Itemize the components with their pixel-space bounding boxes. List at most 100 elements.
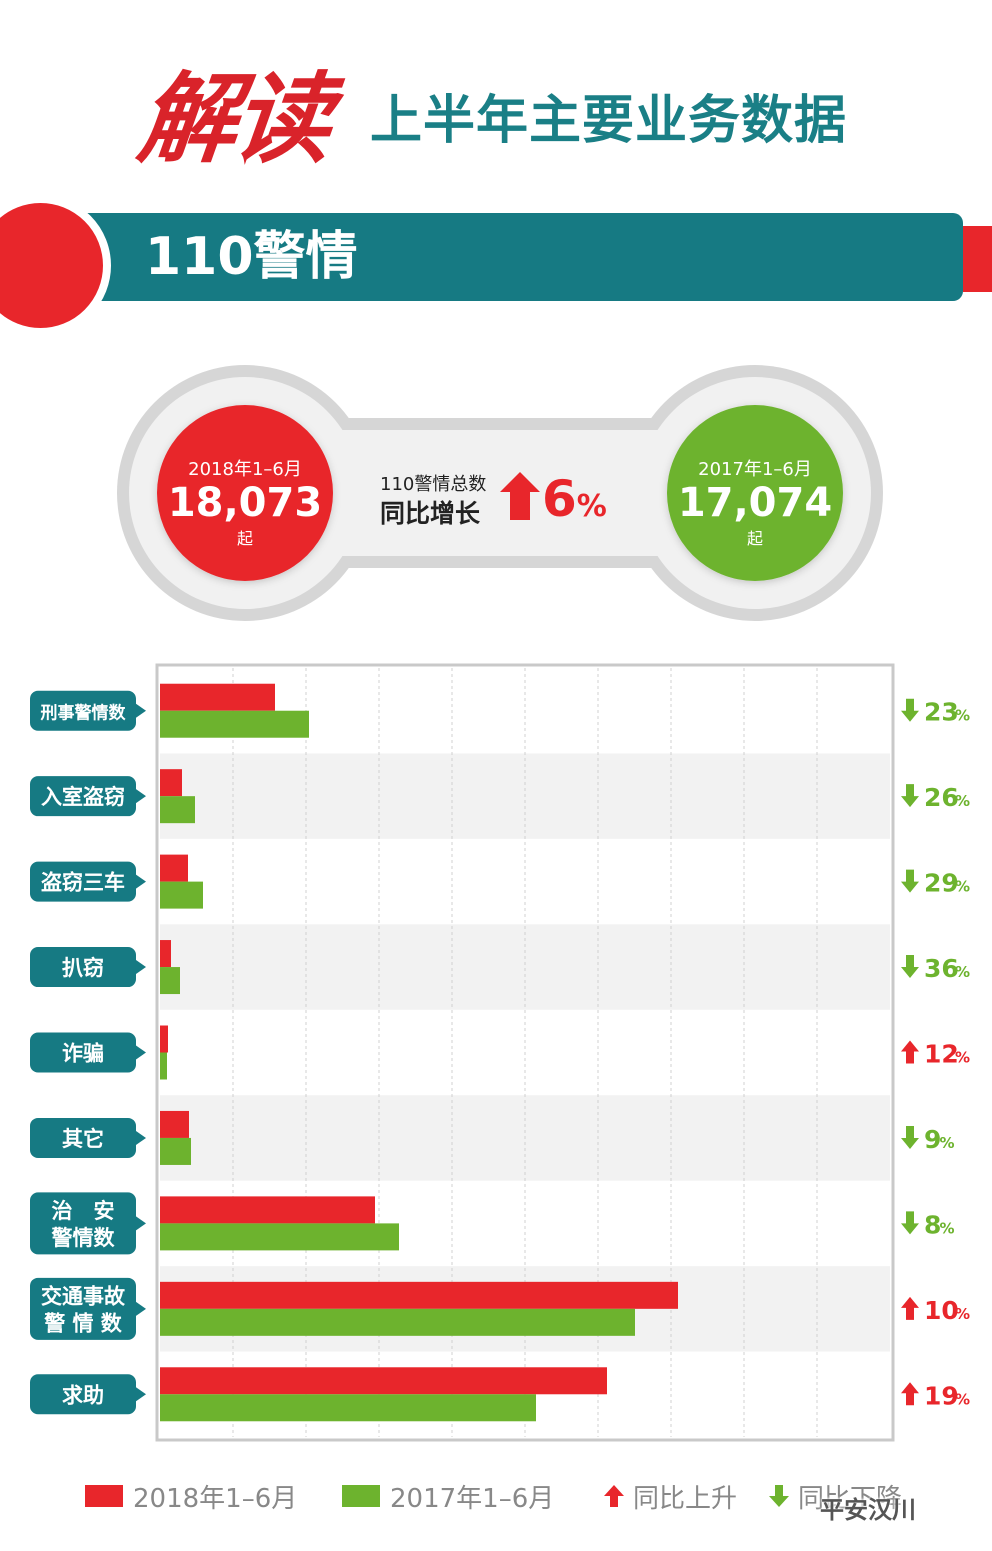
change-value: 9 xyxy=(924,1125,941,1154)
bar-chart: 刑事警情数 23% 入室盗窃 26% 盗窃三车 29% 扒窃 36% 诈骗 12% 其它 9% 治 安警… xyxy=(30,663,970,1442)
category-label: 刑事警情数 xyxy=(30,690,146,731)
change-value: 19 xyxy=(924,1381,959,1410)
change-unit: % xyxy=(955,878,970,896)
bar-2018 xyxy=(160,1281,678,1309)
category-label-text: 其它 xyxy=(62,1127,104,1151)
change-up-arrow-icon xyxy=(901,1296,919,1320)
change-unit: % xyxy=(955,1305,970,1323)
category-label-text: 扒窃 xyxy=(62,956,104,980)
change-up-arrow-icon xyxy=(901,1382,919,1406)
legend-2018-label: 2018年1–6月 xyxy=(133,1483,298,1514)
chart-legend: 2018年1–6月 2017年1–6月 同比上升 同比下降 xyxy=(0,1478,992,1518)
category-label: 入室盗窃 xyxy=(30,776,146,817)
bar-2018 xyxy=(160,940,171,968)
change-value: 12 xyxy=(924,1040,959,1069)
section-title: 110警情 xyxy=(145,227,358,287)
summary-label-total: 110警情总数 xyxy=(380,474,487,495)
change-unit: % xyxy=(955,1049,970,1067)
section-banner xyxy=(60,213,963,301)
summary-dumbbell xyxy=(117,365,883,621)
change-down-arrow-icon xyxy=(901,869,919,893)
category-label-text: 交通事故 xyxy=(41,1284,126,1308)
category-label-text: 入室盗窃 xyxy=(41,785,125,809)
legend-2017-swatch xyxy=(342,1485,380,1507)
summary-label-growth: 同比增长 xyxy=(380,499,481,528)
legend-2017-label: 2017年1–6月 xyxy=(390,1483,555,1514)
bar-2018 xyxy=(160,854,188,882)
summary-2017-circle xyxy=(667,405,843,581)
category-label: 其它 xyxy=(30,1117,146,1158)
category-label: 扒窃 xyxy=(30,947,146,988)
category-label: 求助 xyxy=(30,1374,146,1415)
change-unit: % xyxy=(940,1219,955,1237)
change-unit: % xyxy=(955,963,970,981)
change-down-arrow-icon xyxy=(901,1125,919,1149)
bar-2017 xyxy=(160,796,195,824)
bar-2017 xyxy=(160,881,203,909)
change-down-arrow-icon xyxy=(901,955,919,979)
bar-2017 xyxy=(160,1394,536,1422)
change-unit: % xyxy=(940,1134,955,1152)
change-value: 10 xyxy=(924,1296,959,1325)
legend-2018: 2018年1–6月 xyxy=(85,1478,297,1514)
bar-2018 xyxy=(160,1367,607,1395)
change-value: 26 xyxy=(924,783,959,812)
change-down-arrow-icon xyxy=(901,698,919,722)
legend-2017: 2017年1–6月 xyxy=(342,1478,554,1514)
bar-2018 xyxy=(160,1196,375,1224)
category-label-text: 盗窃三车 xyxy=(41,871,125,895)
bar-2017 xyxy=(160,1137,191,1165)
row-band xyxy=(160,924,890,1010)
bar-2018 xyxy=(160,1110,189,1138)
bar-2017 xyxy=(160,1308,635,1336)
legend-up-label: 同比上升 xyxy=(633,1483,738,1514)
bar-2018 xyxy=(160,683,275,711)
bar-2018 xyxy=(160,769,182,797)
category-label-text: 警 情 数 xyxy=(43,1311,123,1335)
category-label-text: 治 安 xyxy=(52,1199,115,1223)
legend-down-label: 同比下降 xyxy=(798,1483,903,1514)
category-label-text: 刑事警情数 xyxy=(41,703,127,724)
legend-down: 同比下降 xyxy=(768,1478,902,1514)
summary-up-arrow-icon xyxy=(500,472,540,520)
bar-2017 xyxy=(160,967,180,995)
banner-accent-circle xyxy=(0,195,111,336)
plot-frame xyxy=(155,663,895,1442)
summary-2017-period: 2017年1–6月 xyxy=(698,459,812,480)
summary-2018-circle xyxy=(157,405,333,581)
change-down-arrow-icon xyxy=(901,784,919,808)
legend-up-arrow-icon xyxy=(604,1485,624,1507)
category-label: 诈骗 xyxy=(30,1032,146,1073)
summary-2017-text: 2017年1–6月 17,074 起 xyxy=(670,455,840,549)
change-value: 23 xyxy=(924,698,959,727)
change-unit: % xyxy=(955,792,970,810)
change-value: 8 xyxy=(924,1210,941,1239)
change-up-arrow-icon xyxy=(901,1040,919,1064)
summary-2018-text: 2018年1–6月 18,073 起 xyxy=(160,455,330,549)
summary-2017-unit: 起 xyxy=(746,529,763,548)
legend-down-arrow-icon xyxy=(769,1485,789,1507)
change-value: 29 xyxy=(924,869,959,898)
watermark: 平安汉川 xyxy=(820,1496,916,1524)
bar-2017 xyxy=(160,710,309,738)
category-label-text: 求助 xyxy=(62,1383,104,1407)
summary-change-value: 6 xyxy=(542,470,577,528)
summary-2018-unit: 起 xyxy=(236,529,253,548)
category-label-text: 警情数 xyxy=(51,1226,116,1250)
bar-2017 xyxy=(160,1052,167,1080)
summary-change-unit: % xyxy=(576,489,607,524)
summary-2017-value: 17,074 xyxy=(677,480,833,526)
summary-2018-period: 2018年1–6月 xyxy=(188,459,302,480)
bar-2017 xyxy=(160,1223,399,1251)
header-title: 上半年主要业务数据 xyxy=(370,91,848,151)
legend-up: 同比上升 xyxy=(603,1478,737,1514)
category-label: 盗窃三车 xyxy=(30,861,146,902)
change-value: 36 xyxy=(924,954,959,983)
category-label-text: 诈骗 xyxy=(62,1042,104,1066)
change-unit: % xyxy=(955,1390,970,1408)
bar-2018 xyxy=(160,1025,168,1053)
change-unit: % xyxy=(955,707,970,725)
legend-2018-swatch xyxy=(85,1485,123,1507)
